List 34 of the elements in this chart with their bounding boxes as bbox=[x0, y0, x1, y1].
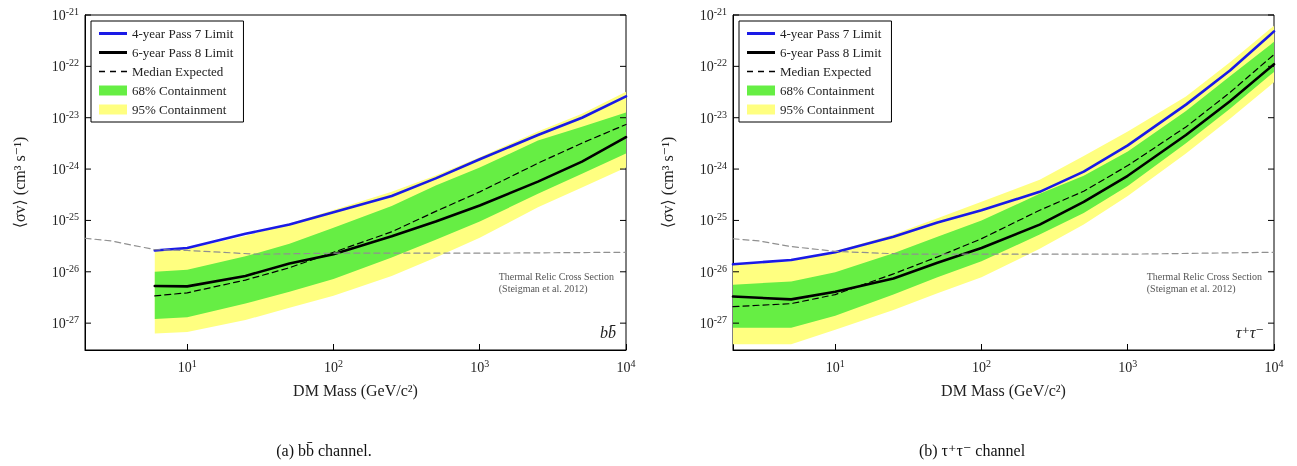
x-axis-title: DM Mass (GeV/c²) bbox=[941, 381, 1066, 400]
annotation: τ⁺τ⁻ bbox=[1235, 323, 1264, 341]
y-tick-label: 10$^{-23}$ bbox=[699, 108, 727, 127]
y-tick-label: 10$^{-24}$ bbox=[51, 159, 79, 178]
legend-label: 95% Containment bbox=[780, 102, 875, 117]
y-tick-label: 10$^{-23}$ bbox=[51, 108, 79, 127]
y-tick-label: 10$^{-27}$ bbox=[699, 313, 727, 332]
y-tick-label: 10$^{-21}$ bbox=[51, 5, 79, 24]
annotation: Thermal Relic Cross Section (Steigman et al. 2012) bbox=[498, 270, 615, 295]
legend-label: 6-year Pass 8 Limit bbox=[780, 45, 882, 60]
annotation: Thermal Relic Cross Section (Steigman et al. 2012) bbox=[1146, 270, 1263, 295]
y-axis-title: ⟨σv⟩ (cm³ s⁻¹) bbox=[658, 136, 677, 229]
annotation: bb̄ bbox=[600, 323, 616, 341]
legend-label: 68% Containment bbox=[780, 83, 875, 98]
legend-label: Median Expected bbox=[780, 64, 872, 79]
legend-label: 68% Containment bbox=[132, 83, 227, 98]
x-axis-title: DM Mass (GeV/c²) bbox=[293, 381, 418, 400]
legend-label: 4-year Pass 7 Limit bbox=[132, 26, 234, 41]
legend-label: 6-year Pass 8 Limit bbox=[132, 45, 234, 60]
legend-label: 95% Containment bbox=[132, 102, 227, 117]
y-tick-label: 10$^{-26}$ bbox=[51, 262, 79, 281]
y-tick-label: 10$^{-25}$ bbox=[699, 211, 727, 229]
text: (a) bb̄ channel. bbox=[276, 441, 372, 460]
legend-label: Median Expected bbox=[132, 64, 224, 79]
y-tick-label: 10$^{-25}$ bbox=[51, 211, 79, 229]
y-tick-label: 10$^{-24}$ bbox=[699, 159, 727, 178]
text: (b) τ⁺τ⁻ channel bbox=[918, 441, 1026, 460]
y-axis-title: ⟨σv⟩ (cm³ s⁻¹) bbox=[10, 136, 29, 229]
legend-label: 4-year Pass 7 Limit bbox=[780, 26, 882, 41]
y-tick-label: 10$^{-26}$ bbox=[699, 262, 727, 281]
y-tick-label: 10$^{-21}$ bbox=[699, 5, 727, 24]
y-tick-label: 10$^{-22}$ bbox=[699, 57, 727, 75]
y-tick-label: 10$^{-22}$ bbox=[51, 57, 79, 75]
y-tick-label: 10$^{-27}$ bbox=[51, 313, 79, 332]
